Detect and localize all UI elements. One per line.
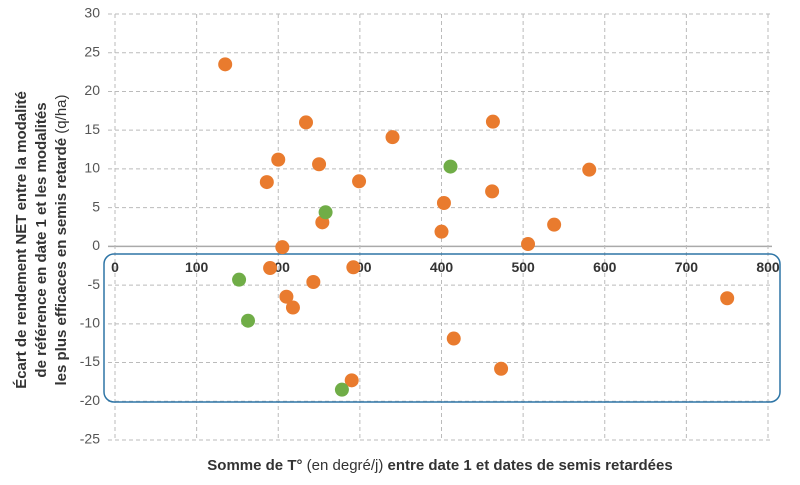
x-tick-label: 0 — [111, 259, 119, 275]
point — [279, 289, 294, 304]
y-label-part: les plus efficaces en semis retardé — [53, 138, 70, 386]
point — [334, 382, 349, 397]
x-label-part: (en degré/j) — [307, 457, 384, 474]
y-tick-label: -5 — [88, 276, 101, 292]
point — [436, 195, 451, 210]
x-tick-label: 700 — [675, 259, 699, 275]
y-tick-label: -10 — [80, 315, 100, 331]
x-label-part: Somme de T° — [207, 457, 302, 474]
x-tick-label: 100 — [185, 259, 209, 275]
point — [385, 130, 400, 145]
point — [285, 300, 300, 315]
y-tick-label: -25 — [80, 431, 100, 447]
x-tick-label: 500 — [511, 259, 535, 275]
point — [232, 272, 247, 287]
point — [306, 274, 321, 289]
point — [494, 361, 509, 376]
y-tick-label: -20 — [80, 392, 100, 408]
point — [720, 291, 735, 306]
point — [318, 205, 333, 220]
y-tick-label: 0 — [92, 237, 100, 253]
point — [271, 152, 286, 167]
point — [443, 159, 458, 174]
y-label-line: de référence en date 1 et les modalités — [33, 102, 50, 377]
y-label-unit: (q/ha) — [53, 94, 70, 133]
y-tick-label: 10 — [84, 160, 100, 176]
y-tick-label: 25 — [84, 43, 100, 59]
point — [346, 260, 361, 275]
y-tick-label: 20 — [84, 82, 100, 98]
y-label-line: Écart de rendement NET entre la modalité — [13, 91, 30, 389]
x-tick-label: 400 — [430, 259, 454, 275]
point — [352, 174, 367, 189]
x-tick-label: 800 — [756, 259, 780, 275]
point — [275, 240, 290, 255]
point — [521, 237, 536, 252]
point — [344, 373, 359, 388]
y-label-line: les plus efficaces en semis retardé (q/h… — [53, 94, 70, 385]
point — [312, 157, 327, 172]
point — [259, 175, 274, 190]
y-axis-label: Écart de rendement NET entre la modalité… — [13, 91, 70, 389]
x-label-part: entre date 1 et dates de semis retardées — [388, 457, 673, 474]
point — [485, 114, 500, 129]
point — [241, 313, 256, 328]
y-tick-label: 30 — [84, 5, 100, 21]
point — [434, 224, 449, 239]
point — [263, 261, 278, 276]
y-tick-label: -15 — [80, 353, 100, 369]
x-axis-label: Somme de T° (en degré/j) entre date 1 et… — [207, 457, 672, 474]
highlight-box — [103, 253, 781, 403]
point — [446, 331, 461, 346]
point — [218, 57, 233, 72]
point — [299, 115, 314, 130]
point — [547, 217, 562, 232]
point — [582, 162, 597, 177]
x-tick-label: 600 — [593, 259, 617, 275]
point — [485, 184, 500, 199]
y-tick-label: 5 — [92, 198, 100, 214]
y-tick-label: 15 — [84, 121, 100, 137]
